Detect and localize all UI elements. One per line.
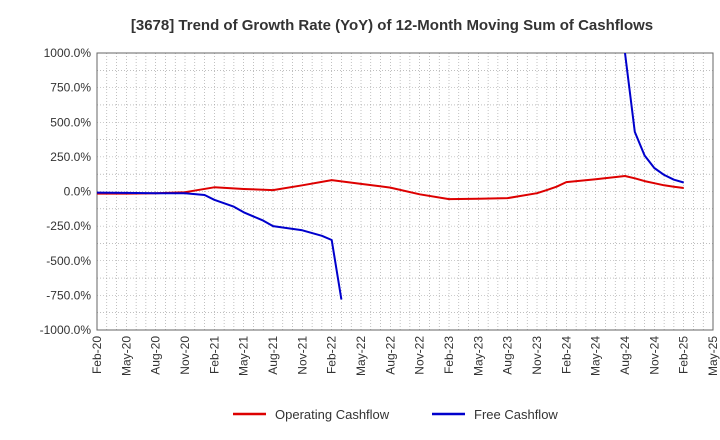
x-tick-label: May-23 <box>471 336 485 376</box>
chart-title: [3678] Trend of Growth Rate (YoY) of 12-… <box>131 17 653 34</box>
x-tick-label: May-21 <box>237 336 251 376</box>
x-tick-label: May-22 <box>354 336 368 376</box>
x-tick-label: May-20 <box>119 336 133 376</box>
legend-label-operating: Operating Cashflow <box>275 407 390 422</box>
x-tick-label: Feb-21 <box>207 336 221 374</box>
y-tick-label: 0.0% <box>64 185 92 199</box>
plot-area: 1000.0% 750.0% 500.0% 250.0% 0.0% -250.0% -500… <box>40 46 720 376</box>
y-tick-label: -750.0% <box>46 288 91 302</box>
x-tick-label: Aug-24 <box>618 336 632 375</box>
y-tick-label: 250.0% <box>50 150 91 164</box>
x-tick-label: May-24 <box>589 336 603 376</box>
x-tick-label: Feb-23 <box>442 336 456 374</box>
series-line-operating-cashflow <box>97 175 684 201</box>
x-tick-label: Aug-23 <box>501 336 515 375</box>
x-tick-label: Nov-23 <box>530 336 544 375</box>
x-tick-label: Feb-20 <box>90 336 104 374</box>
x-tick-label: Aug-21 <box>266 336 280 375</box>
x-tick-label: Nov-20 <box>178 336 192 375</box>
plot-border <box>96 52 714 331</box>
x-tick-label: Feb-25 <box>677 336 691 374</box>
x-tick-label: Aug-22 <box>383 336 397 375</box>
y-tick-label: 500.0% <box>50 115 91 129</box>
series-line-free-cashflow <box>97 191 343 300</box>
y-tick-label: -500.0% <box>46 254 91 268</box>
x-tick-label: Feb-24 <box>559 336 573 374</box>
y-tick-label: 1000.0% <box>44 46 92 60</box>
x-tick-label: Nov-22 <box>413 336 427 375</box>
series-line-free-cashflow <box>624 53 684 184</box>
legend-label-free: Free Cashflow <box>474 407 558 422</box>
x-tick-label: Nov-24 <box>647 336 661 375</box>
x-tick-label: May-25 <box>706 336 720 376</box>
x-tick-label: Aug-20 <box>149 336 163 375</box>
y-tick-label: 750.0% <box>50 81 91 95</box>
x-tick-label: Feb-22 <box>325 336 339 374</box>
y-tick-label: -250.0% <box>46 219 91 233</box>
x-tick-label: Nov-21 <box>295 336 309 375</box>
legend: Operating Cashflow Free Cashflow <box>233 407 558 422</box>
y-tick-label: -1000.0% <box>40 323 92 337</box>
